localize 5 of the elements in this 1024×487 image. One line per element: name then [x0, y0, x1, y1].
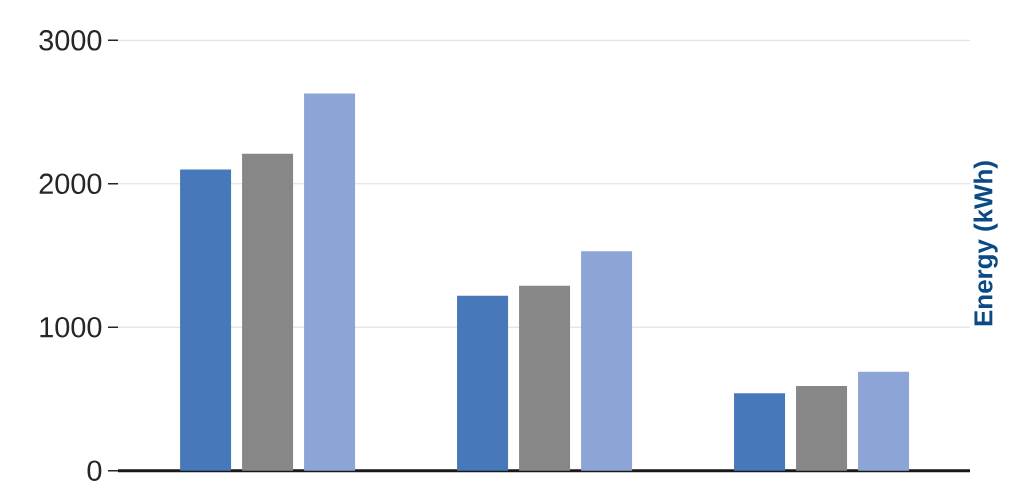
- y-axis-title: Energy (kWh): [973, 161, 998, 326]
- y-tick-label: 0: [87, 460, 102, 481]
- y-tick-label: 1000: [40, 317, 102, 338]
- y-tick-label: 2000: [39, 173, 102, 194]
- y-tick-label: 3000: [39, 30, 102, 51]
